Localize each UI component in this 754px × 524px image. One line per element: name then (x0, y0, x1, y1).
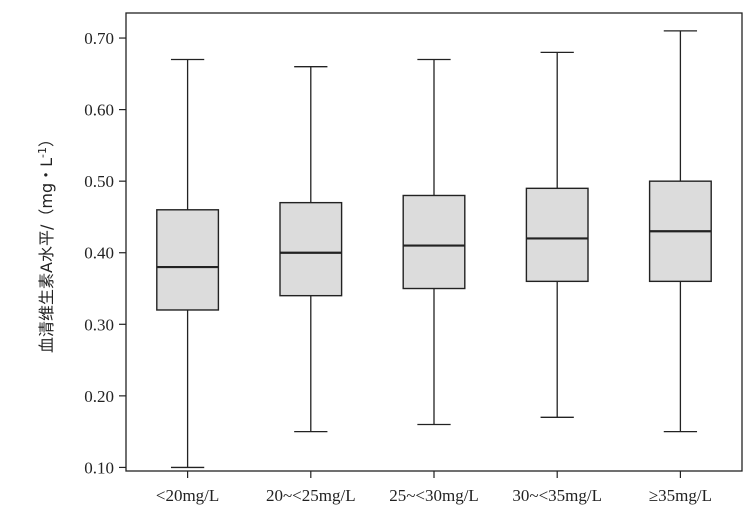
y-axis-title-close: ） (37, 131, 56, 147)
y-axis: 0.10 0.20 0.30 0.40 0.50 0.60 0.70 (84, 29, 126, 477)
y-axis-title-main: 血清维生素A水平/（mg・L (37, 158, 56, 353)
x-tick-label: ≥35mg/L (649, 486, 712, 505)
x-axis: <20mg/L 20~<25mg/L 25~<30mg/L 30~<35mg/L ≥35… (156, 471, 712, 505)
y-tick-label: 0.20 (84, 387, 114, 406)
x-tick-label: 25~<30mg/L (389, 486, 479, 505)
boxes-group (156, 30, 712, 469)
y-tick-label: 0.70 (84, 29, 114, 48)
y-axis-title: 血清维生素A水平/（mg・L-1） (36, 131, 57, 353)
box-iqr (525, 187, 589, 283)
box-iqr (279, 201, 343, 297)
box-iqr (402, 194, 466, 290)
y-tick-label: 0.10 (84, 458, 114, 477)
box-iqr (156, 209, 220, 311)
y-tick-label: 0.50 (84, 172, 114, 191)
x-tick-label: <20mg/L (156, 486, 219, 505)
y-tick-label: 0.60 (84, 101, 114, 120)
y-axis-title-superscript: -1 (36, 147, 49, 158)
y-tick-label: 0.40 (84, 244, 114, 263)
y-tick-label: 0.30 (84, 315, 114, 334)
x-tick-label: 30~<35mg/L (512, 486, 602, 505)
x-tick-label: 20~<25mg/L (266, 486, 356, 505)
